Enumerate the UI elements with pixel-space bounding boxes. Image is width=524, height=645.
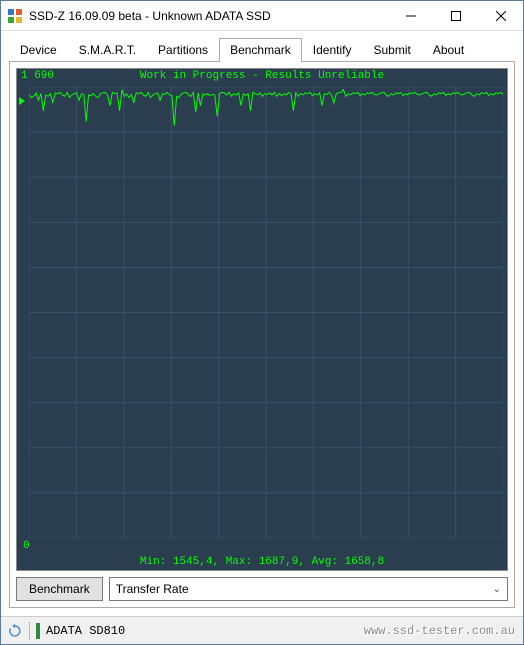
chart-marker-icon <box>19 97 25 105</box>
chevron-down-icon: ⌄ <box>493 584 501 595</box>
tab-partitions[interactable]: Partitions <box>147 38 219 62</box>
watermark-text: www.ssd-tester.com.au <box>364 624 515 638</box>
mode-select[interactable]: Transfer Rate ⌄ <box>109 577 508 601</box>
app-icon <box>7 8 23 24</box>
window-title: SSD-Z 16.09.09 beta - Unknown ADATA SSD <box>29 9 388 23</box>
statusbar: ADATA SD810 www.ssd-tester.com.au <box>1 616 523 644</box>
tab-identify[interactable]: Identify <box>302 38 363 62</box>
status-indicator-icon <box>36 623 40 639</box>
maximize-button[interactable] <box>433 1 478 30</box>
window-controls <box>388 1 523 30</box>
tab-device[interactable]: Device <box>9 38 68 62</box>
benchmark-controls: Benchmark Transfer Rate ⌄ <box>16 577 508 601</box>
tab-panel-benchmark: Work in Progress - Results Unreliable 1 … <box>9 61 515 608</box>
status-device: ADATA SD810 <box>46 624 125 638</box>
app-window: SSD-Z 16.09.09 beta - Unknown ADATA SSD … <box>0 0 524 645</box>
tabstrip: DeviceS.M.A.R.T.PartitionsBenchmarkIdent… <box>1 31 523 61</box>
chart-stats: Min: 1545,4, Max: 1687,9, Avg: 1658,8 <box>17 556 507 568</box>
refresh-icon[interactable] <box>7 623 23 639</box>
chart-y-max-label: 1 690 <box>21 70 54 82</box>
titlebar: SSD-Z 16.09.09 beta - Unknown ADATA SSD <box>1 1 523 31</box>
tab-submit[interactable]: Submit <box>362 38 421 62</box>
tab-smart[interactable]: S.M.A.R.T. <box>68 38 147 62</box>
close-button[interactable] <box>478 1 523 30</box>
status-separator <box>29 622 30 640</box>
minimize-button[interactable] <box>388 1 433 30</box>
chart-y-min-label: 0 <box>23 540 30 552</box>
benchmark-chart: Work in Progress - Results Unreliable 1 … <box>16 68 508 571</box>
tab-about[interactable]: About <box>422 38 475 62</box>
tab-benchmark[interactable]: Benchmark <box>219 38 302 62</box>
chart-title: Work in Progress - Results Unreliable <box>17 70 507 82</box>
benchmark-button[interactable]: Benchmark <box>16 577 103 601</box>
mode-select-value: Transfer Rate <box>116 582 189 596</box>
chart-plot-area <box>29 87 503 538</box>
